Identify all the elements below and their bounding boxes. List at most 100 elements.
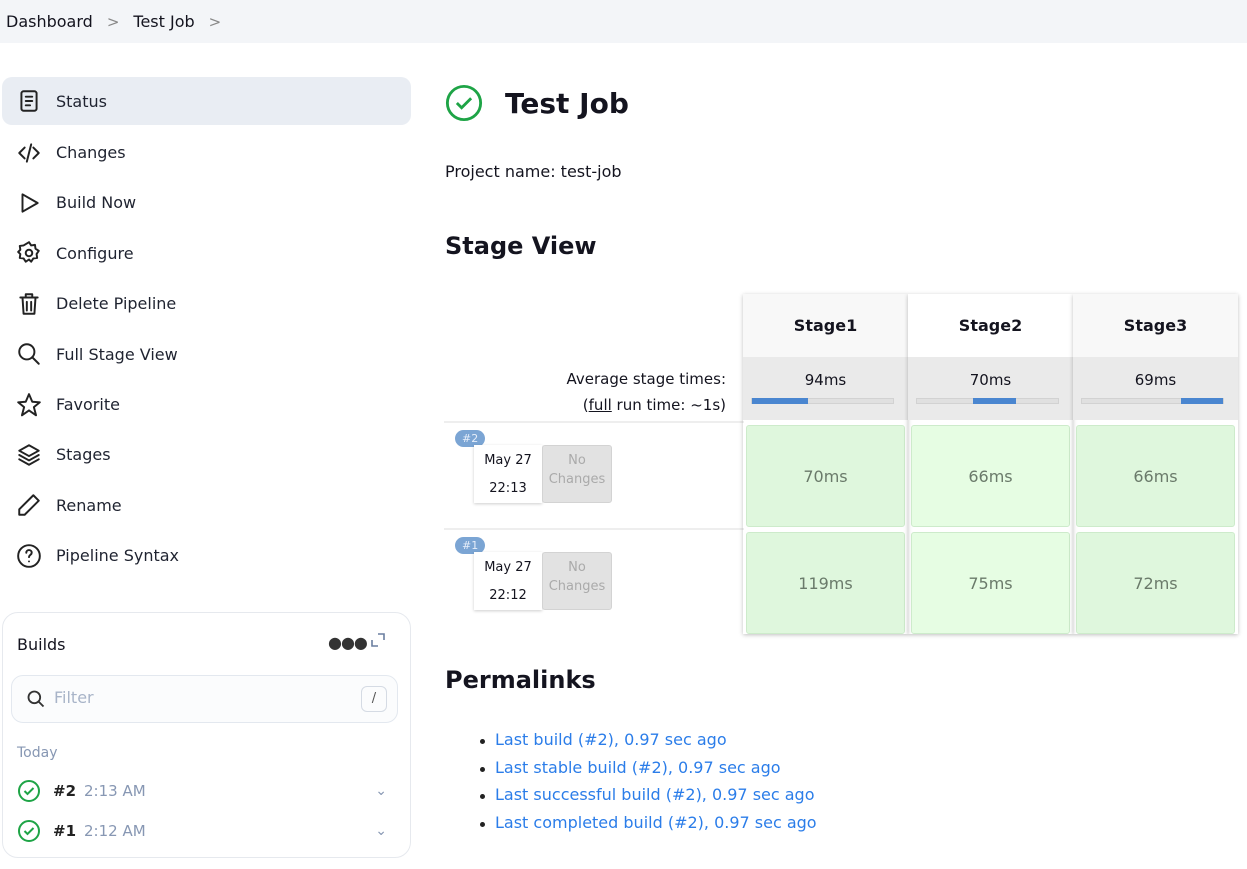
star-icon (17, 392, 41, 416)
build-badge[interactable]: #1 (455, 537, 486, 554)
stage-cell[interactable]: 66ms (911, 425, 1070, 527)
time: 22:13 (489, 481, 527, 496)
build-time: 2:12 AM (84, 822, 146, 840)
run-date: May 27 22:13 (474, 445, 542, 503)
stage-time-bar-fill (1180, 398, 1223, 404)
permalink-last-build[interactable]: Last build (#2), 0.97 sec ago (495, 730, 727, 749)
success-check-icon (18, 820, 40, 842)
sidebar-item-changes[interactable]: Changes (2, 127, 411, 177)
run-row[interactable]: #1 May 27 22:12 No Changes (444, 528, 744, 632)
page-title: Test Job (445, 84, 629, 122)
sidebar-item-full-stage-view[interactable]: Full Stage View (2, 329, 411, 379)
stage-average: 69ms (1073, 357, 1238, 420)
builds-panel: Builds ●●● / Today #2 2:13 AM ⌄ #1 2:12 AM… (2, 612, 411, 858)
permalink-last-successful[interactable]: Last successful build (#2), 0.97 sec ago (495, 785, 815, 805)
sidebar-item-label: Configure (56, 243, 134, 263)
project-name: Project name: test-job (445, 162, 622, 181)
breadcrumb: Dashboard > Test Job > (0, 0, 1247, 43)
sidebar-item-stages[interactable]: Stages (2, 430, 411, 480)
stage-column: Stage1 94ms 70ms 119ms (743, 294, 908, 634)
chevron-right-icon[interactable]: > (208, 12, 222, 31)
permalinks-list: Last build (#2), 0.97 sec ago Last stabl… (480, 730, 817, 841)
stage-column: Stage3 69ms 66ms 72ms (1073, 294, 1238, 634)
date: May 27 (484, 453, 532, 468)
list-item: Last build (#2), 0.97 sec ago (480, 730, 817, 758)
layers-icon (18, 444, 40, 466)
run-time: run time: ~1s) (611, 396, 726, 414)
sidebar-item-delete-pipeline[interactable]: Delete Pipeline (2, 279, 411, 329)
trash-icon (19, 293, 39, 315)
full-run-link[interactable]: full (588, 396, 612, 414)
sidebar-item-pipeline-syntax[interactable]: Pipeline Syntax (2, 531, 411, 581)
stage-average: 70ms (908, 357, 1073, 420)
build-number: #2 (53, 782, 77, 800)
sidebar-item-status[interactable]: Status (2, 77, 411, 125)
play-icon (21, 193, 39, 213)
success-check-icon (445, 84, 483, 122)
job-title: Test Job (505, 86, 629, 120)
sidebar-item-favorite[interactable]: Favorite (2, 379, 411, 429)
help-icon (17, 543, 41, 568)
sidebar-item-label: Full Stage View (56, 344, 178, 364)
build-row[interactable]: #2 2:13 AM ⌄ (17, 778, 397, 804)
pencil-icon (18, 494, 40, 517)
chevron-down-icon[interactable]: ⌄ (375, 783, 387, 799)
stage-time-bar (916, 398, 1059, 404)
sidebar-item-label: Pipeline Syntax (56, 546, 180, 566)
stage-view: Average stage times: (full run time: ~1s… (444, 294, 1240, 636)
more-icon[interactable]: ●●● (328, 633, 368, 652)
list-item: Last stable build (#2), 0.97 sec ago (480, 757, 817, 786)
sidebar-item-label: Rename (56, 495, 122, 515)
avg-time: 70ms (969, 371, 1012, 389)
stage-time-bar (751, 398, 894, 404)
stage-cell[interactable]: 66ms (1076, 425, 1235, 527)
chevron-down-icon[interactable]: ⌄ (375, 823, 387, 839)
permalink-last-stable[interactable]: Last stable build (#2), 0.97 sec ago (495, 757, 781, 777)
build-row[interactable]: #1 2:12 AM ⌄ (17, 818, 397, 844)
build-badge[interactable]: #2 (455, 430, 486, 447)
stage-cell[interactable]: 75ms (911, 532, 1070, 634)
sidebar-item-label: Changes (56, 143, 126, 163)
filter-input[interactable] (54, 688, 334, 707)
stage-cell[interactable]: 72ms (1076, 532, 1235, 634)
average-stage-times: Average stage times: (full run time: ~1s… (444, 366, 726, 418)
sidebar-item-rename[interactable]: Rename (2, 480, 411, 530)
sidebar-item-build-now[interactable]: Build Now (2, 178, 411, 228)
sidebar-item-label: Status (56, 91, 107, 111)
permalink-last-completed[interactable]: Last completed build (#2), 0.97 sec ago (495, 813, 817, 833)
stage-time-bar (1081, 398, 1224, 404)
code-icon (18, 142, 40, 163)
stage-average: 94ms (743, 357, 908, 420)
stage-header: Stage1 (743, 294, 908, 357)
build-time: 2:13 AM (84, 782, 146, 800)
breadcrumb-dashboard[interactable]: Dashboard (6, 12, 93, 31)
search-icon (18, 343, 40, 365)
chevron-right-icon: > (106, 12, 120, 31)
stage-column: Stage2 70ms 66ms 75ms (908, 294, 1073, 634)
sidebar-item-label: Stages (56, 445, 111, 465)
sidebar-item-label: Delete Pipeline (56, 294, 177, 314)
stage-cell[interactable]: 70ms (746, 425, 905, 527)
document-icon (20, 90, 38, 112)
run-row[interactable]: #2 May 27 22:13 No Changes (444, 421, 744, 525)
stage-header: Stage3 (1073, 294, 1238, 357)
expand-icon[interactable] (371, 633, 385, 647)
avg-label: Average stage times: (566, 370, 726, 388)
search-icon (27, 690, 45, 708)
list-item: Last successful build (#2), 0.97 sec ago (480, 785, 817, 813)
stage-time-bar-fill (973, 398, 1016, 404)
stage-view-title: Stage View (445, 232, 597, 260)
build-number: #1 (53, 822, 77, 840)
filter-field: / (11, 675, 398, 723)
paren: ( (582, 396, 589, 414)
changes-box[interactable]: No Changes (542, 445, 612, 503)
shortcut-hint: / (361, 686, 387, 712)
sidebar-item-label: Favorite (56, 395, 120, 415)
success-check-icon (18, 780, 40, 802)
changes-box[interactable]: No Changes (542, 552, 612, 610)
sidebar-item-configure[interactable]: Configure (2, 228, 411, 278)
sidebar-item-label: Build Now (56, 193, 137, 213)
breadcrumb-test-job[interactable]: Test Job (133, 12, 195, 31)
stage-cell[interactable]: 119ms (746, 532, 905, 634)
run-date: May 27 22:12 (474, 552, 542, 610)
